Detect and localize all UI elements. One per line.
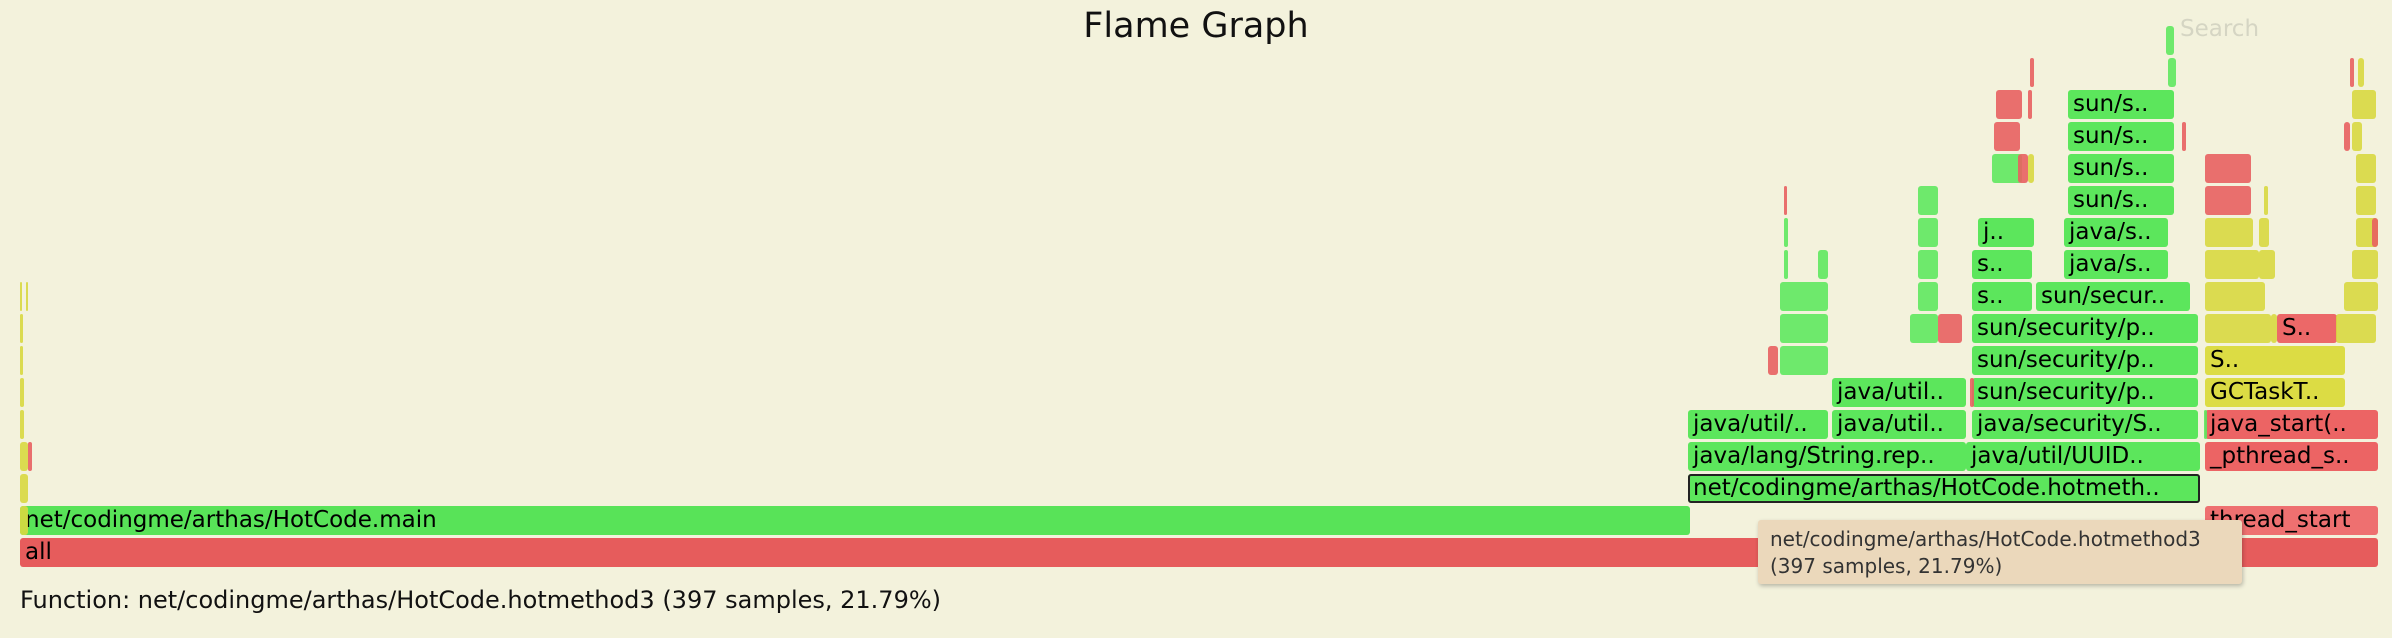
frame-narrow[interactable] (1780, 346, 1828, 375)
frame-narrow[interactable] (2352, 90, 2376, 119)
frame-hotmethod3[interactable]: net/codingme/arthas/HotCode.hotmeth.. (1688, 474, 2200, 503)
frame-java-util-b[interactable]: java/util.. (1832, 410, 1966, 439)
frame-narrow[interactable] (20, 410, 24, 439)
frame-narrow[interactable] (1784, 186, 1787, 215)
page-title: Flame Graph (1083, 6, 1309, 46)
frame-s-red[interactable]: S.. (2277, 314, 2337, 343)
frame-sun-security-p-2[interactable]: sun/security/p.. (1972, 346, 2198, 375)
details-text: Function: net/codingme/arthas/HotCode.ho… (20, 586, 942, 614)
frame-narrow[interactable] (2205, 314, 2271, 343)
tooltip-info: (397 samples, 21.79%) (1770, 554, 2003, 578)
frame-sun-s-2[interactable]: sun/s.. (2068, 154, 2174, 183)
frame-narrow[interactable] (1784, 218, 1788, 247)
frame-narrow[interactable] (1784, 250, 1788, 279)
frame-narrow[interactable] (2204, 410, 2207, 439)
frame-narrow[interactable] (20, 442, 28, 471)
frame-narrow[interactable] (2205, 186, 2251, 215)
frame-s-2[interactable]: s.. (1972, 250, 2032, 279)
frame-narrow[interactable] (2168, 58, 2176, 87)
frame-hotcode-main[interactable]: net/codingme/arthas/HotCode.main (20, 506, 1690, 535)
frame-narrow[interactable] (2264, 186, 2268, 215)
frame-java-s-1[interactable]: java/s.. (2064, 250, 2168, 279)
frame-narrow[interactable] (1938, 314, 1962, 343)
frame-narrow[interactable] (1768, 346, 1778, 375)
frame-narrow[interactable] (2356, 186, 2376, 215)
frame-narrow[interactable] (1996, 90, 2022, 119)
frame-narrow[interactable] (2166, 26, 2174, 55)
frame-sun-security-p-3[interactable]: sun/security/p.. (1972, 314, 2198, 343)
frame-s-1[interactable]: s.. (1972, 282, 2032, 311)
frame-sun-s-1[interactable]: sun/s.. (2068, 186, 2174, 215)
frame-sun-security-p-1[interactable]: sun/security/p.. (1972, 378, 2198, 407)
frame-java-security-s[interactable]: java/security/S.. (1972, 410, 2198, 439)
flame-graph: all net/codingme/arthas/HotCode.main thr… (20, 26, 2378, 567)
frame-narrow[interactable] (2352, 122, 2362, 151)
frame-narrow[interactable] (2182, 122, 2186, 151)
frame-s-yellow[interactable]: S.. (2205, 346, 2345, 375)
frame-java-s-2[interactable]: java/s.. (2064, 218, 2168, 247)
frame-narrow[interactable] (2271, 314, 2277, 343)
frame-string-replace[interactable]: java/lang/String.rep.. (1688, 442, 1966, 471)
frame-narrow[interactable] (2356, 154, 2376, 183)
frame-narrow[interactable] (20, 282, 22, 311)
search-button[interactable]: Search (2180, 16, 2260, 42)
tooltip-name: net/codingme/arthas/HotCode.hotmethod3 (1770, 527, 2201, 551)
frame-narrow[interactable] (20, 506, 28, 535)
frame-java-util-a[interactable]: java/util/.. (1688, 410, 1828, 439)
frame-sun-secur[interactable]: sun/secur.. (2036, 282, 2190, 311)
frame-narrow[interactable] (2205, 154, 2251, 183)
frame-narrow[interactable] (1918, 250, 1938, 279)
frame-tooltip: net/codingme/arthas/HotCode.hotmethod3 (… (1758, 520, 2242, 584)
frame-narrow[interactable] (1910, 314, 1938, 343)
frame-narrow[interactable] (2028, 154, 2034, 183)
frame-narrow[interactable] (1780, 314, 1828, 343)
frame-j[interactable]: j.. (1978, 218, 2034, 247)
frame-narrow[interactable] (2336, 314, 2376, 343)
frame-narrow[interactable] (2259, 218, 2269, 247)
frame-narrow[interactable] (28, 442, 32, 471)
frame-narrow[interactable] (2259, 250, 2275, 279)
frame-narrow[interactable] (20, 346, 23, 375)
frame-sun-s-3[interactable]: sun/s.. (2068, 122, 2174, 151)
frame-narrow[interactable] (2350, 58, 2354, 87)
frame-narrow[interactable] (1918, 218, 1938, 247)
frame-narrow[interactable] (2344, 282, 2378, 311)
frame-uuid[interactable]: java/util/UUID.. (1966, 442, 2200, 471)
frame-narrow[interactable] (2028, 90, 2032, 119)
frame-narrow[interactable] (26, 282, 28, 311)
frame-narrow[interactable] (2018, 154, 2028, 183)
frame-narrow[interactable] (20, 314, 23, 343)
frame-java-util-c[interactable]: java/util.. (1832, 378, 1966, 407)
frame-narrow[interactable] (1918, 282, 1938, 311)
frame-narrow[interactable] (20, 474, 28, 503)
frame-narrow[interactable] (1818, 250, 1828, 279)
frame-narrow[interactable] (1918, 186, 1938, 215)
frame-java-start[interactable]: java_start(.. (2205, 410, 2378, 439)
frame-narrow[interactable] (2030, 58, 2034, 87)
frame-narrow[interactable] (2205, 218, 2253, 247)
frame-narrow[interactable] (1780, 282, 1828, 311)
frame-narrow[interactable] (2344, 122, 2350, 151)
frame-gctask[interactable]: GCTaskT.. (2205, 378, 2345, 407)
frame-narrow[interactable] (2205, 282, 2265, 311)
frame-narrow[interactable] (2372, 218, 2378, 247)
frame-sun-s-4[interactable]: sun/s.. (2068, 90, 2174, 119)
frame-narrow[interactable] (2352, 250, 2378, 279)
frame-narrow[interactable] (1970, 378, 1974, 407)
frame-narrow[interactable] (2358, 58, 2364, 87)
frame-pthread-start[interactable]: _pthread_s.. (2205, 442, 2378, 471)
frame-narrow[interactable] (1992, 154, 2022, 183)
frame-narrow[interactable] (1994, 122, 2020, 151)
frame-narrow[interactable] (20, 378, 24, 407)
frame-narrow[interactable] (2205, 250, 2259, 279)
